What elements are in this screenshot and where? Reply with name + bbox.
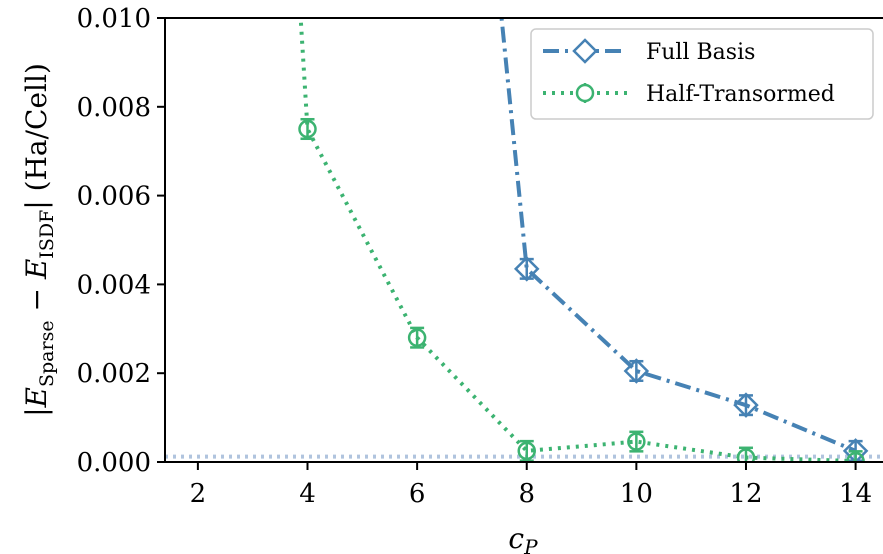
legend: Full Basis Half-Transormed	[530, 28, 874, 120]
x-axis-label-sub: P	[523, 535, 538, 554]
x-tick-label: 14	[839, 479, 872, 509]
data-point	[623, 358, 650, 384]
data-point	[733, 392, 759, 418]
y-tick-label: 0.000	[77, 448, 151, 478]
plot-area	[165, 18, 883, 462]
y-tick-label: 0.006	[77, 182, 151, 212]
legend-entry-half-transormed: Half-Transormed	[543, 82, 835, 107]
data-point	[513, 256, 540, 282]
x-tick-label: 8	[518, 479, 535, 509]
y-label-minus: −	[20, 279, 53, 320]
legend-label-full-basis: Full Basis	[646, 40, 755, 65]
legend-label-half-transormed: Half-Transormed	[646, 82, 835, 107]
series-half-transormed	[298, 18, 865, 462]
y-ticks: 0.000 0.002 0.004 0.006 0.008 0.010	[77, 4, 165, 478]
y-label-e2: E	[20, 259, 53, 280]
data-point	[407, 328, 427, 347]
x-tick-label: 12	[729, 479, 762, 509]
legend-entry-full-basis: Full Basis	[543, 38, 755, 65]
y-label-e1: E	[20, 387, 53, 408]
x-axis-label: cP	[508, 522, 538, 554]
y-label-open: |	[20, 407, 53, 416]
x-tick-label: 6	[409, 479, 426, 509]
y-tick-label: 0.002	[77, 359, 151, 389]
x-tick-label: 4	[299, 479, 316, 509]
x-tick-label: 10	[620, 479, 653, 509]
x-ticks: 2 4 6 8 10 12 14	[190, 462, 872, 509]
y-axis-label: |ESparse − EISDF| (Ha/Cell)	[20, 63, 58, 417]
legend-marker-full-basis	[572, 38, 598, 64]
y-label-unit: (Ha/Cell)	[20, 63, 53, 200]
axes: 2 4 6 8 10 12 14 0.000 0.002 0.004 0.006 0.008 0.01…	[77, 4, 883, 509]
y-tick-label: 0.008	[77, 93, 151, 123]
y-tick-label: 0.010	[77, 4, 151, 34]
series-layer	[298, 18, 869, 462]
data-point	[298, 119, 317, 139]
x-tick-label: 2	[190, 479, 207, 509]
data-point	[517, 441, 536, 461]
y-label-sub1: Sparse	[36, 320, 58, 387]
data-point	[627, 432, 646, 451]
y-label-close: |	[20, 200, 53, 209]
y-tick-label: 0.004	[77, 270, 151, 300]
x-axis-label-main: c	[508, 522, 524, 554]
data-point	[736, 448, 756, 462]
y-label-sub2: ISDF	[36, 210, 58, 259]
legend-marker-half-transormed	[575, 83, 595, 103]
